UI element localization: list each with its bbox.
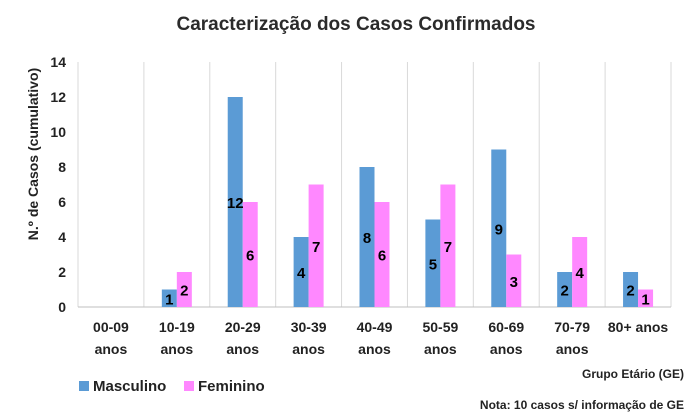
bar-masculino [623,272,639,307]
bar-masculino [293,237,309,307]
x-tick-label: anos [556,341,589,357]
legend-swatch [184,381,194,391]
x-tick-label: 10-19 [159,319,195,335]
bar-feminino [638,289,654,307]
legend-swatch [79,381,89,391]
x-tick-label: anos [490,341,523,357]
data-label: 8 [363,230,371,247]
data-label: 6 [246,248,254,265]
x-tick-label: 80+ anos [608,319,669,335]
x-tick-label: 40-49 [357,319,393,335]
legend-label: Masculino [93,378,166,395]
bar-feminino [242,202,258,307]
y-tick-label: 10 [50,124,66,140]
bar-feminino [506,254,522,307]
bar-feminino [308,184,324,307]
bar-masculino [161,289,177,307]
data-label: 2 [626,283,634,300]
y-axis-label: N.º de Casos (cumulativo) [25,68,41,240]
data-label: 4 [297,265,306,282]
x-tick-label: anos [358,341,391,357]
data-label: 9 [495,221,503,238]
data-label: 2 [180,283,188,300]
data-label: 5 [429,256,437,273]
y-tick-label: 0 [58,299,66,315]
bar-masculino [359,167,375,307]
y-tick-label: 12 [50,89,66,105]
legend-label: Feminino [198,378,265,395]
x-tick-label: anos [226,341,259,357]
bar-masculino [227,97,243,307]
data-label: 12 [227,195,244,212]
footnote: Nota: 10 casos s/ informação de GE [480,398,684,412]
y-tick-label: 2 [58,264,66,280]
bar-masculino [425,219,441,307]
x-tick-label: 00-09 [93,319,129,335]
x-tick-label: anos [160,341,193,357]
x-tick-label: 20-29 [225,319,261,335]
y-tick-label: 14 [50,54,66,70]
x-tick-label: anos [292,341,325,357]
bars [161,97,654,307]
y-tick-label: 4 [58,229,66,245]
data-label: 6 [378,248,386,265]
data-label: 1 [641,291,649,308]
bar-masculino [557,272,573,307]
x-axis-categories: 00-09 anos 10-19 anos 20-29 anos 30-39 anos 40-4… [93,319,668,357]
data-label: 1 [165,291,173,308]
bar-feminino [374,202,390,307]
bar-feminino [440,184,456,307]
data-labels: 1 12 4 8 5 9 2 2 2 6 7 6 7 3 4 1 [165,195,650,308]
bar-masculino [491,149,507,307]
bar-feminino [572,237,588,307]
x-tick-label: 70-79 [554,319,590,335]
x-tick-label: anos [424,341,457,357]
x-tick-label: 30-39 [291,319,327,335]
x-tick-label: anos [95,341,128,357]
y-axis-ticks: 0 2 4 6 8 10 12 14 [50,54,66,315]
x-tick-label: 60-69 [488,319,524,335]
data-label: 4 [575,265,584,282]
data-label: 3 [510,274,518,291]
chart-title: Caracterização dos Casos Confirmados [176,14,535,35]
x-axis-label: Grupo Etário (GE) [582,367,684,381]
legend: Masculino Feminino [79,378,265,395]
y-tick-label: 8 [58,159,66,175]
y-tick-label: 6 [58,194,66,210]
data-label: 7 [444,239,452,256]
data-label: 7 [312,239,320,256]
bar-feminino [176,272,192,307]
data-label: 2 [560,283,568,300]
x-tick-label: 50-59 [422,319,458,335]
